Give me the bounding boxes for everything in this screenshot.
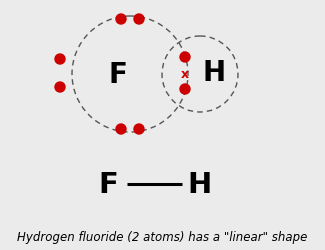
Text: H: H [188, 170, 212, 198]
Circle shape [55, 83, 65, 93]
Text: F: F [98, 170, 118, 198]
Circle shape [180, 85, 190, 94]
Text: H: H [202, 59, 226, 87]
Circle shape [116, 15, 126, 25]
Circle shape [180, 53, 190, 63]
Text: F: F [109, 61, 127, 89]
Text: x: x [181, 67, 189, 80]
Text: Hydrogen fluoride (2 atoms) has a "linear" shape: Hydrogen fluoride (2 atoms) has a "linea… [17, 230, 307, 242]
Circle shape [55, 55, 65, 65]
Circle shape [134, 15, 144, 25]
Circle shape [116, 124, 126, 134]
Circle shape [134, 124, 144, 134]
